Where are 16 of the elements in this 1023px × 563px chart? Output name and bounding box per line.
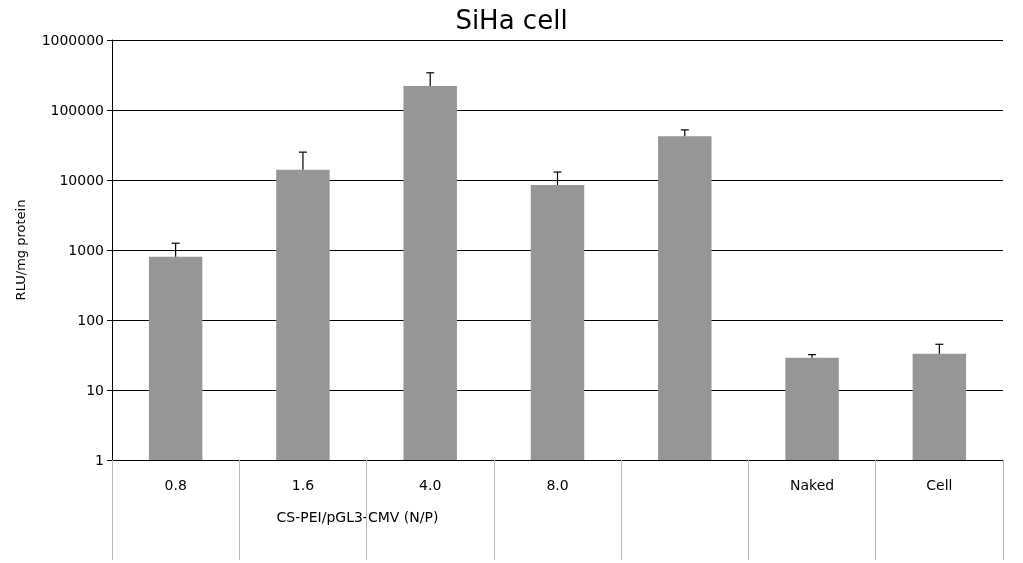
x-tick-label: 4.0 xyxy=(419,477,442,493)
y-tick-label: 10000 xyxy=(59,172,104,188)
x-tick-label: 0.8 xyxy=(164,477,187,493)
y-tick-label: 100000 xyxy=(50,102,104,118)
x-tick-label: 1.6 xyxy=(291,477,315,493)
y-tick-label: 10 xyxy=(86,382,104,398)
y-tick-label: 1000000 xyxy=(41,32,104,48)
x-tick-label: Naked xyxy=(789,477,835,493)
x-tick-label: Cell xyxy=(926,477,953,493)
y-axis-title: RLU/mg protein xyxy=(13,199,28,301)
y-tick-label: 1000 xyxy=(68,242,104,258)
y-tick-label: 100 xyxy=(77,312,104,328)
y-tick-label: 1 xyxy=(95,452,104,468)
x-axis-title: CS-PEI/pGL3-CMV (N/P) xyxy=(276,509,439,525)
x-tick-label: 8.0 xyxy=(546,477,569,493)
chart-title: SiHa cell xyxy=(455,5,568,35)
